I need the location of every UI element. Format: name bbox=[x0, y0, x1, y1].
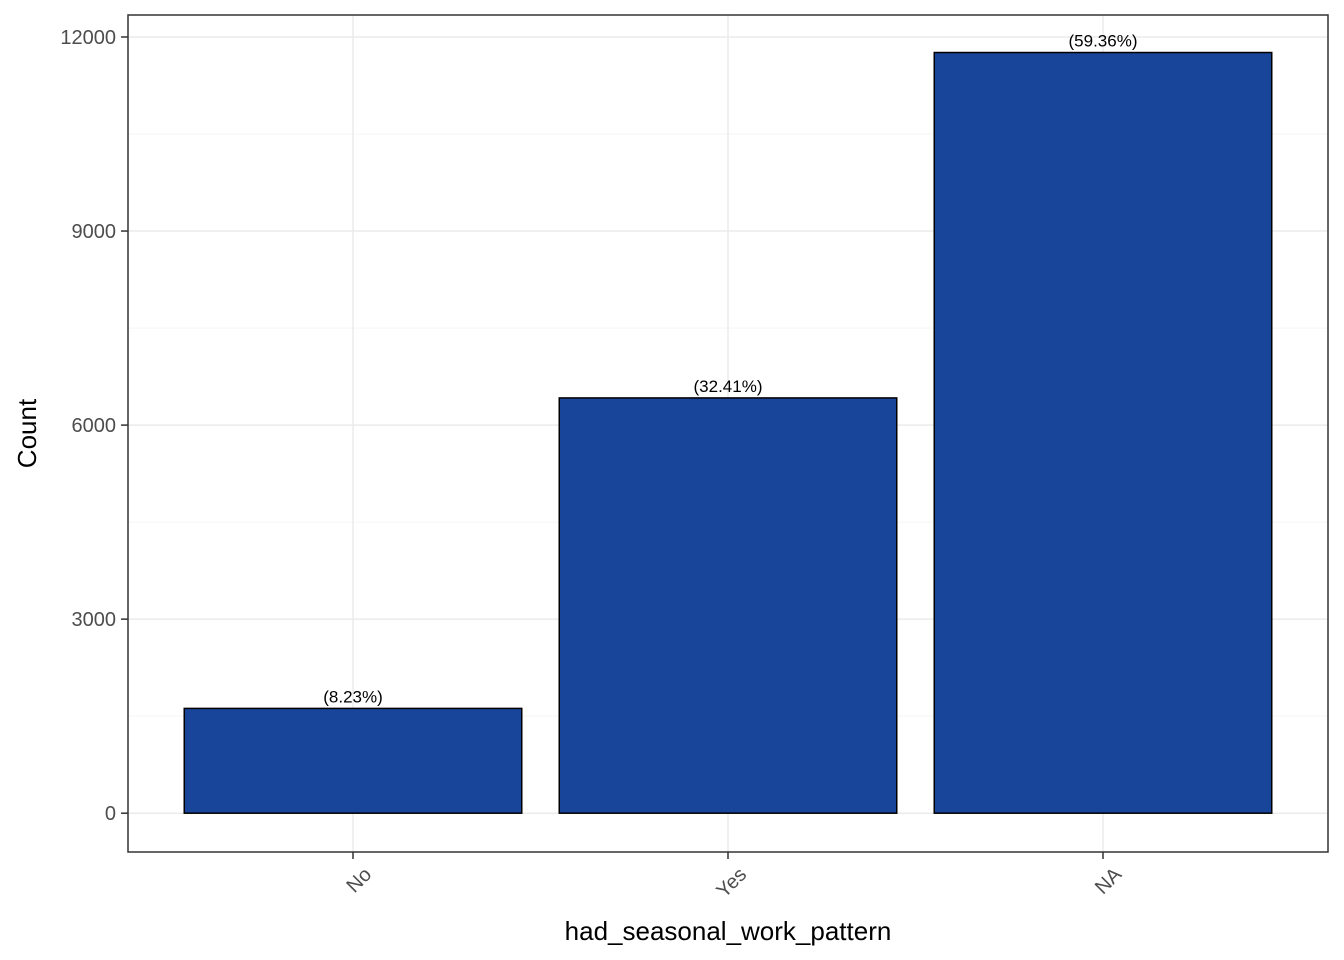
x-tick-label: No bbox=[343, 864, 377, 898]
bar-na bbox=[933, 51, 1273, 814]
y-tick-label: 12000 bbox=[60, 27, 116, 49]
y-axis: 0 3000 6000 9000 12000 bbox=[60, 27, 128, 825]
y-tick-label: 0 bbox=[105, 803, 116, 825]
data-label: (59.36%) bbox=[1069, 32, 1138, 51]
y-tick-label: 3000 bbox=[72, 609, 117, 631]
x-tick-label: Yes bbox=[713, 864, 752, 903]
y-tick-label: 9000 bbox=[72, 221, 117, 243]
x-tick-label: NA bbox=[1091, 863, 1127, 899]
data-label: (32.41%) bbox=[694, 377, 763, 396]
x-axis: No Yes NA bbox=[343, 852, 1127, 902]
bars bbox=[183, 51, 1273, 814]
y-axis-title: Count bbox=[12, 398, 42, 468]
bar-yes bbox=[558, 397, 898, 814]
bar-no bbox=[183, 707, 523, 814]
y-tick-label: 6000 bbox=[72, 415, 117, 437]
x-axis-title: had_seasonal_work_pattern bbox=[565, 916, 892, 946]
data-labels: (8.23%) (32.41%) (59.36%) bbox=[323, 32, 1137, 707]
data-label: (8.23%) bbox=[323, 687, 383, 706]
